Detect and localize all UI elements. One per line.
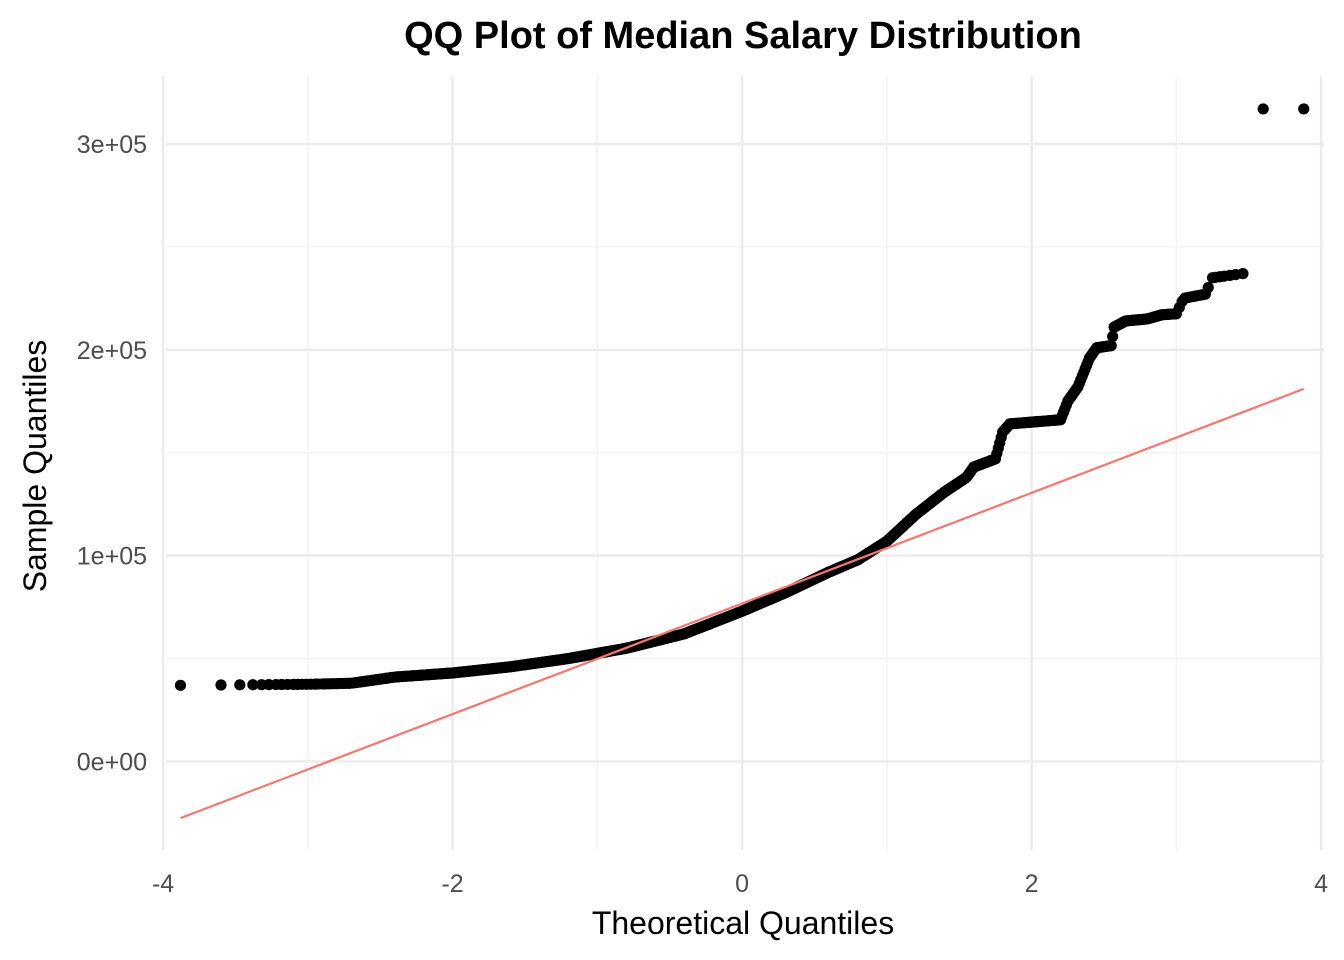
qq-point [215, 679, 227, 691]
x-tick-label-2: 0 [735, 870, 749, 898]
y-tick-label-0: 0e+00 [77, 748, 147, 776]
x-tick-labels: -4 -2 0 2 4 [152, 870, 1328, 898]
y-tick-labels: 0e+00 1e+05 2e+05 3e+05 [77, 131, 147, 777]
y-tick-label-3: 3e+05 [77, 131, 147, 159]
qq-point [1237, 268, 1249, 280]
x-axis-title: Theoretical Quantiles [592, 905, 894, 941]
qq-point [1202, 282, 1214, 294]
qq-point [1105, 340, 1117, 352]
minor-gridlines [166, 76, 1324, 850]
reference-line [180, 387, 1305, 820]
sample-points [174, 103, 1310, 691]
qq-point [1107, 330, 1119, 343]
x-tick-label-0: -4 [152, 870, 174, 898]
x-tick-label-3: 2 [1025, 870, 1039, 898]
qq-point [234, 679, 246, 691]
y-tick-label-2: 2e+05 [77, 337, 147, 365]
x-tick-label-4: 4 [1314, 870, 1328, 898]
chart-title: QQ Plot of Median Salary Distribution [404, 15, 1082, 57]
y-tick-label-1: 1e+05 [77, 543, 147, 571]
major-gridlines [161, 76, 1324, 850]
qq-point [247, 679, 259, 691]
qq-point [1298, 103, 1310, 115]
x-tick-label-1: -2 [441, 870, 463, 898]
y-axis-title: Sample Quantiles [17, 340, 53, 593]
qq-point [174, 679, 187, 691]
qq-point [1257, 103, 1269, 115]
